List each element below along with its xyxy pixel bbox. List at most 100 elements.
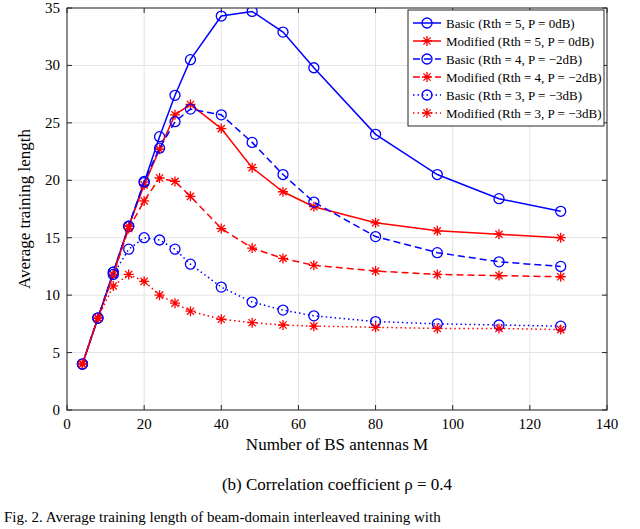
legend-marker <box>422 90 432 100</box>
tick-label: 20 <box>137 416 152 432</box>
point <box>247 8 257 16</box>
y-axis-label: Average training length <box>15 128 34 289</box>
axes: 02040608010012014005101520253035 <box>45 0 618 432</box>
tick-label: 10 <box>45 287 60 303</box>
tick <box>602 237 607 238</box>
point <box>216 110 226 120</box>
point <box>216 11 226 21</box>
legend-label: Basic (Rth = 4, P = −2dB) <box>446 52 582 67</box>
tick <box>602 352 607 353</box>
point <box>278 27 288 37</box>
legend-box <box>408 10 604 126</box>
tick-label: 100 <box>441 416 464 432</box>
tick <box>67 65 72 66</box>
point <box>155 290 165 300</box>
legend-label: Basic (Rth = 3, P = −3dB) <box>446 88 582 103</box>
tick <box>602 295 607 296</box>
tick <box>602 180 607 181</box>
point <box>155 173 165 183</box>
tick-label: 40 <box>214 416 229 432</box>
legend-label: Modified (Rth = 3, P = −3dB) <box>446 106 602 121</box>
tick-label: 20 <box>45 172 60 188</box>
series <box>77 233 565 369</box>
point <box>124 224 134 234</box>
point <box>371 322 381 332</box>
point <box>185 55 195 65</box>
legend-marker <box>422 108 432 118</box>
legend-label: Modified (Rth = 5, P = 0dB) <box>446 34 594 49</box>
point <box>371 129 381 139</box>
point <box>216 224 226 234</box>
point <box>77 359 87 369</box>
grid-line <box>67 237 607 238</box>
tick <box>67 295 72 296</box>
point <box>93 313 103 323</box>
tick <box>529 405 530 410</box>
point <box>124 269 134 279</box>
series <box>77 104 565 369</box>
legend-line <box>413 22 441 24</box>
grid-line <box>298 8 299 410</box>
point <box>432 170 442 180</box>
point <box>309 321 319 331</box>
series <box>77 173 565 369</box>
point <box>216 314 226 324</box>
series <box>77 269 565 369</box>
point <box>139 176 149 186</box>
point <box>432 323 442 333</box>
point <box>278 170 288 180</box>
point <box>170 90 180 100</box>
legend-marker <box>422 72 432 82</box>
tick <box>144 405 145 410</box>
tick <box>67 237 72 238</box>
point <box>170 298 180 308</box>
point <box>556 261 566 271</box>
grid-line <box>375 8 376 410</box>
point <box>278 320 288 330</box>
point <box>278 253 288 263</box>
point <box>108 281 118 291</box>
tick-label: 0 <box>53 402 61 418</box>
tick <box>67 122 72 123</box>
point <box>108 269 118 279</box>
point <box>216 282 226 292</box>
point <box>247 137 257 147</box>
tick <box>221 405 222 410</box>
tick <box>298 8 299 13</box>
point <box>371 232 381 242</box>
series-line <box>82 274 560 364</box>
grid-line <box>67 352 607 353</box>
tick <box>144 8 145 13</box>
point <box>155 143 165 153</box>
point <box>309 260 319 270</box>
tick <box>298 405 299 410</box>
point <box>247 163 257 173</box>
legend-line <box>413 58 441 60</box>
point <box>93 313 103 323</box>
point <box>494 323 504 333</box>
legend-label: Modified (Rth = 4, P = −2dB) <box>446 70 602 85</box>
tick <box>452 405 453 410</box>
point <box>77 359 87 369</box>
grid-line <box>67 295 607 296</box>
point <box>93 313 103 323</box>
point <box>556 272 566 282</box>
tick-label: 0 <box>63 416 71 432</box>
point <box>556 206 566 216</box>
point <box>494 229 504 239</box>
caption: Fig. 2. Average training length of beam-… <box>4 509 441 525</box>
grid-line <box>221 8 222 410</box>
tick <box>375 8 376 13</box>
point <box>93 313 103 323</box>
tick-label: 80 <box>368 416 383 432</box>
x-axis-label: Number of BS antennas M <box>246 435 428 454</box>
point <box>170 117 180 127</box>
point <box>170 176 180 186</box>
grid <box>67 8 607 410</box>
series-line <box>82 178 560 364</box>
tick-label: 15 <box>45 230 60 246</box>
point <box>278 187 288 197</box>
tick <box>375 405 376 410</box>
chart: 02040608010012014005101520253035Number o… <box>0 0 640 529</box>
point <box>494 271 504 281</box>
